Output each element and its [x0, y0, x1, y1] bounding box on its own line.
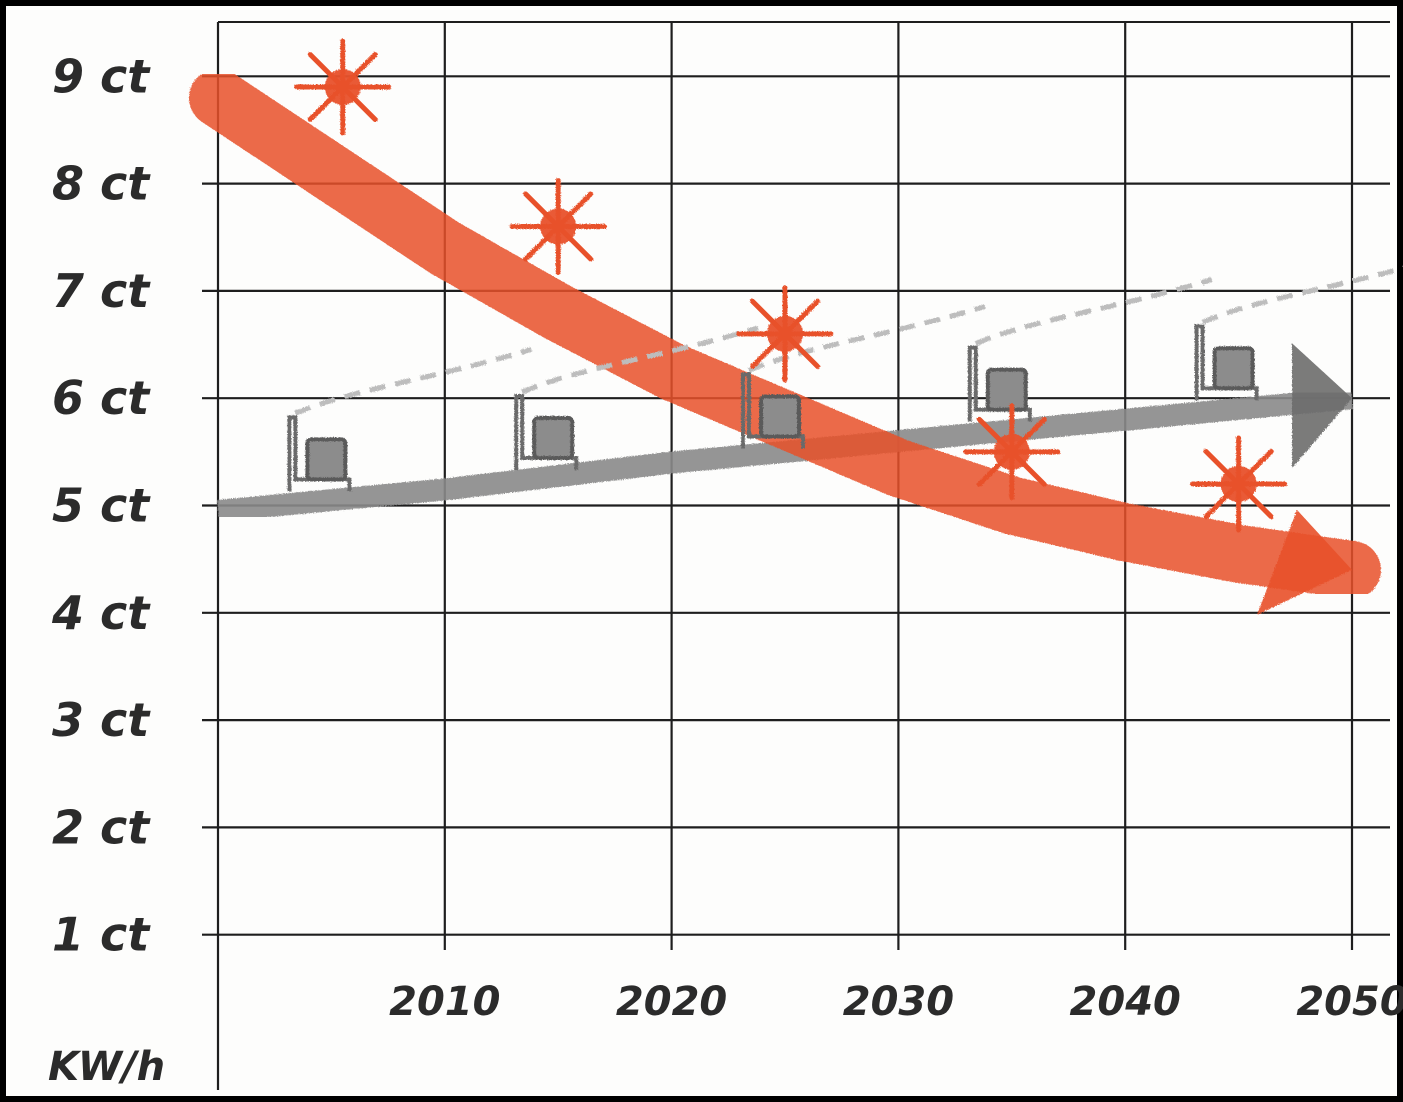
factory-icon: [1194, 265, 1403, 401]
x-tick-label: 2030: [843, 979, 954, 1025]
x-tick-label: 2010: [389, 979, 500, 1025]
y-tick-label: 7 ct: [52, 264, 151, 318]
sun-icon: [736, 285, 834, 383]
x-tick-label: 2040: [1070, 979, 1181, 1025]
y-tick-label: 9 ct: [52, 49, 151, 103]
y-axis-unit-label: KW/h: [48, 1044, 165, 1090]
fossil-cost-line: [216, 387, 1354, 522]
factory-icon: [287, 347, 533, 492]
x-tick-label: 2020: [616, 979, 727, 1025]
y-tick-label: 6 ct: [52, 371, 151, 425]
y-tick-label: 1 ct: [52, 908, 151, 962]
fossil-arrowhead: [1292, 343, 1352, 469]
factory-icon: [967, 277, 1213, 422]
y-tick-label: 3 ct: [52, 693, 151, 747]
sun-icon: [294, 38, 392, 136]
sun-icon: [509, 178, 607, 276]
marker-layer: [287, 38, 1403, 533]
y-tick-labels: 1 ct 2 ct 3 ct 4 ct 5 ct 6 ct 7 ct 8 ct 9 ct: [51, 49, 151, 961]
solar-arrowhead: [1257, 509, 1352, 615]
y-tick-label: 5 ct: [52, 479, 151, 533]
y-tick-label: 2 ct: [52, 800, 151, 854]
x-tick-labels: 2010 2020 2030 2040 2050: [389, 979, 1403, 1025]
factory-icon: [741, 304, 986, 449]
y-tick-label: 8 ct: [52, 157, 151, 211]
sun-icon: [963, 403, 1061, 501]
sun-icon: [1190, 435, 1288, 533]
x-tick-label: 2050: [1296, 979, 1403, 1025]
y-tick-label: 4 ct: [51, 586, 151, 640]
factory-icon: [514, 325, 759, 470]
